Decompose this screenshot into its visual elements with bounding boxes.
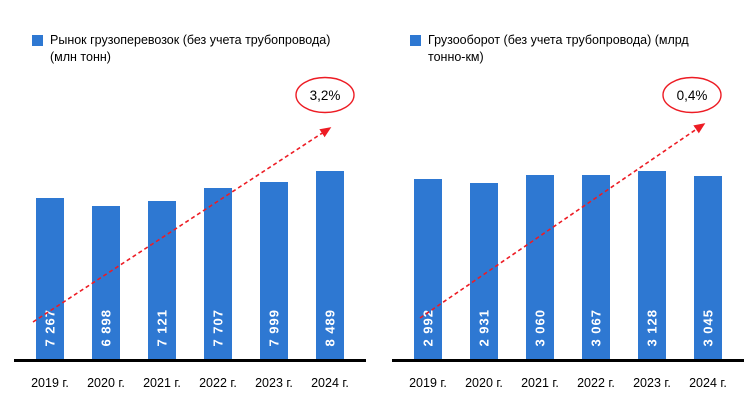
bar-value-label: 7 999 <box>266 309 282 347</box>
bar: 3 128 <box>638 171 666 359</box>
bar-slot: 3 060 <box>512 80 568 359</box>
legend-label: Рынок грузоперевозок (без учета трубопро… <box>50 33 331 64</box>
bar-value-label: 8 489 <box>322 309 338 347</box>
x-axis-label: 2022 г. <box>199 376 237 390</box>
bar: 2 992 <box>414 179 442 359</box>
bar-value-label: 6 898 <box>98 309 114 347</box>
x-axis-label: 2020 г. <box>465 376 503 390</box>
bar: 3 060 <box>526 175 554 359</box>
bar: 7 121 <box>148 201 176 359</box>
bar: 2 931 <box>470 183 498 359</box>
bar-slot: 3 128 <box>624 80 680 359</box>
bar-slot: 8 489 <box>302 80 358 359</box>
bar-value-label: 7 267 <box>42 309 58 347</box>
bar-slot: 6 898 <box>78 80 134 359</box>
x-axis-label: 2024 г. <box>689 376 727 390</box>
bars-group: 7 267 6 898 7 121 7 707 7 999 8 489 <box>14 80 366 359</box>
freight-turnover-chart: Грузооборот (без учета трубопровода) (мл… <box>390 22 746 394</box>
bar-slot: 2 931 <box>456 80 512 359</box>
x-axis-label: 2021 г. <box>143 376 181 390</box>
x-axis-label: 2023 г. <box>633 376 671 390</box>
bar-value-label: 2 931 <box>476 309 492 347</box>
bar-slot: 7 707 <box>190 80 246 359</box>
bar-slot: 3 045 <box>680 80 736 359</box>
bar-slot: 7 999 <box>246 80 302 359</box>
x-axis-label: 2019 г. <box>409 376 447 390</box>
x-axis: 2019 г. 2020 г. 2021 г. 2022 г. 2023 г. 2024 … <box>392 376 744 390</box>
x-axis-label: 2022 г. <box>577 376 615 390</box>
bar-value-label: 3 067 <box>588 309 604 347</box>
legend: Рынок грузоперевозок (без учета трубопро… <box>32 32 344 66</box>
bar-value-label: 2 992 <box>420 309 436 347</box>
bar-value-label: 3 128 <box>644 309 660 347</box>
freight-market-chart: Рынок грузоперевозок (без учета трубопро… <box>12 22 368 394</box>
legend-label: Грузооборот (без учета трубопровода) (мл… <box>428 33 689 64</box>
x-axis-label: 2020 г. <box>87 376 125 390</box>
bar: 8 489 <box>316 171 344 359</box>
plot-area: 7 267 6 898 7 121 7 707 7 999 8 489 <box>14 80 366 362</box>
x-axis-label: 2023 г. <box>255 376 293 390</box>
legend-swatch-icon <box>32 35 43 46</box>
plot-area: 2 992 2 931 3 060 3 067 3 128 3 045 <box>392 80 744 362</box>
bar: 3 067 <box>582 175 610 359</box>
bar-slot: 7 267 <box>22 80 78 359</box>
legend-swatch-icon <box>410 35 421 46</box>
bar: 7 999 <box>260 182 288 359</box>
bar-value-label: 3 060 <box>532 309 548 347</box>
bar-value-label: 3 045 <box>700 309 716 347</box>
bar-slot: 7 121 <box>134 80 190 359</box>
bar-value-label: 7 121 <box>154 309 170 347</box>
bar: 7 267 <box>36 198 64 359</box>
bar-slot: 3 067 <box>568 80 624 359</box>
bar-slot: 2 992 <box>400 80 456 359</box>
x-axis-label: 2024 г. <box>311 376 349 390</box>
x-axis: 2019 г. 2020 г. 2021 г. 2022 г. 2023 г. 2024 … <box>14 376 366 390</box>
legend: Грузооборот (без учета трубопровода) (мл… <box>410 32 722 66</box>
bar-value-label: 7 707 <box>210 309 226 347</box>
bar: 6 898 <box>92 206 120 359</box>
bar: 3 045 <box>694 176 722 359</box>
bar: 7 707 <box>204 188 232 359</box>
x-axis-label: 2019 г. <box>31 376 69 390</box>
bars-group: 2 992 2 931 3 060 3 067 3 128 3 045 <box>392 80 744 359</box>
x-axis-label: 2021 г. <box>521 376 559 390</box>
